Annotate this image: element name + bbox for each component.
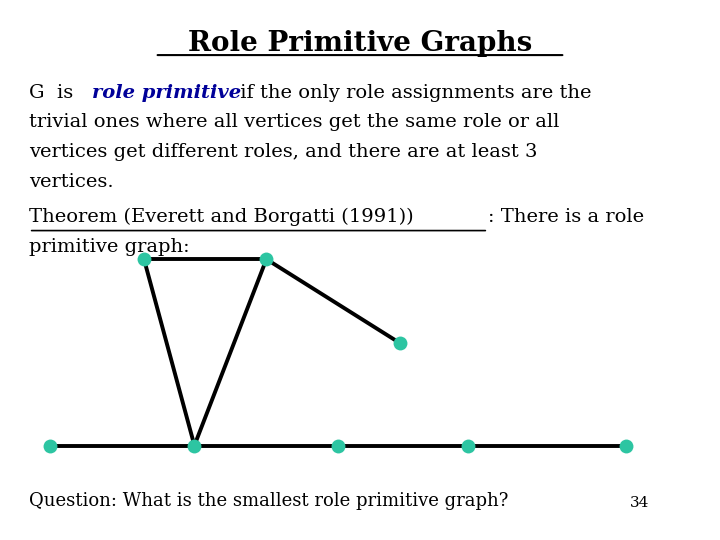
Text: : There is a role: : There is a role — [488, 208, 644, 226]
Text: primitive graph:: primitive graph: — [29, 238, 189, 255]
Text: Question: What is the smallest role primitive graph?: Question: What is the smallest role prim… — [29, 492, 508, 510]
Text: vertices.: vertices. — [29, 173, 114, 191]
Text: 34: 34 — [630, 496, 649, 510]
Text: Theorem (Everett and Borgatti (1991)): Theorem (Everett and Borgatti (1991)) — [29, 208, 413, 226]
Text: vertices get different roles, and there are at least 3: vertices get different roles, and there … — [29, 143, 537, 161]
Text: trivial ones where all vertices get the same role or all: trivial ones where all vertices get the … — [29, 113, 559, 131]
Text: role primitive: role primitive — [92, 84, 241, 102]
Text: if the only role assignments are the: if the only role assignments are the — [234, 84, 592, 102]
Text: Role Primitive Graphs: Role Primitive Graphs — [188, 30, 532, 57]
Text: G  is: G is — [29, 84, 79, 102]
